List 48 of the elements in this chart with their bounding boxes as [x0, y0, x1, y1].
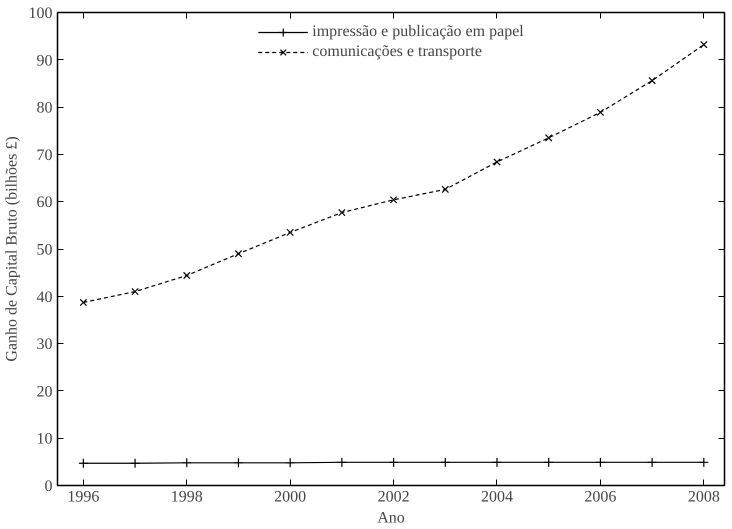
point	[698, 457, 709, 468]
y-tick-label: 30	[36, 336, 52, 354]
x-tick-label: 1998	[170, 488, 203, 506]
point	[493, 158, 501, 166]
point	[78, 458, 88, 468]
point	[233, 458, 244, 468]
y-tick-label: 0	[44, 478, 52, 495]
x-tick-label: 2002	[378, 488, 410, 506]
point	[182, 458, 192, 468]
y-tick-label: 90	[36, 52, 52, 70]
point	[130, 458, 140, 468]
point	[286, 228, 294, 236]
y-tick-label: 80	[36, 100, 52, 117]
legend-label: comunicações e transporte	[312, 43, 482, 61]
point	[595, 457, 606, 468]
y-tick-label: 40	[36, 288, 52, 306]
y-tick-label: 20	[36, 383, 52, 400]
x-tick-label: 1996	[67, 488, 100, 506]
point	[544, 457, 554, 468]
x-tick-label: 2004	[480, 488, 513, 506]
point	[700, 40, 708, 48]
x-tick-label: 2006	[584, 488, 616, 506]
point	[544, 134, 552, 142]
y-tick-label: 70	[36, 146, 52, 164]
point	[131, 288, 139, 296]
x-tick-label: 2008	[688, 488, 720, 506]
point	[338, 208, 346, 216]
point	[388, 457, 399, 468]
point	[182, 272, 191, 280]
point	[440, 457, 450, 468]
y-tick-label: 50	[36, 242, 52, 258]
point	[596, 108, 604, 116]
x-axis-title: Ano	[377, 510, 405, 526]
point	[336, 457, 347, 468]
point	[285, 458, 296, 468]
point	[80, 298, 88, 306]
y-tick-label: 60	[36, 194, 52, 212]
y-axis-title: Ganho de Capital Bruto (bilhões £)	[4, 136, 20, 362]
point	[647, 457, 658, 468]
point	[390, 196, 398, 204]
point	[648, 76, 656, 84]
y-tick-label: 100	[28, 5, 52, 22]
point	[492, 457, 502, 468]
x-tick-label: 2000	[274, 488, 306, 506]
y-tick-label: 10	[36, 430, 52, 448]
point	[234, 250, 242, 258]
point	[442, 186, 450, 194]
legend-label: impressão e publicação em papel	[312, 23, 524, 41]
